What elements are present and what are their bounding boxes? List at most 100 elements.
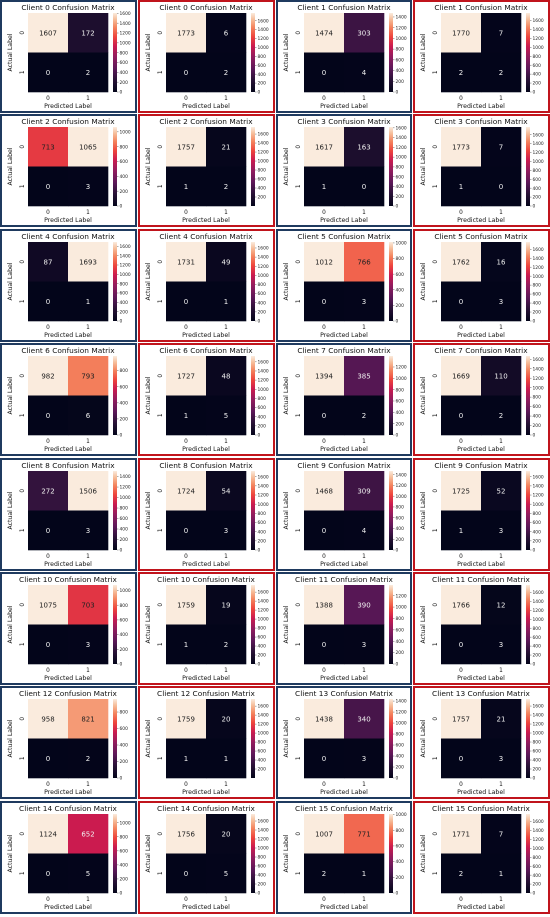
confusion-matrix-panel: Client 3 Confusion Matrix 1773 7 1 0 0 1 0 1 Pred… <box>413 114 550 227</box>
colorbar-tick-label: 400 <box>120 70 129 76</box>
colorbar-tick-label: 1000 <box>258 273 269 279</box>
x-tick-label: 0 <box>459 439 463 445</box>
cell-value-label: 1771 <box>452 830 470 838</box>
x-tick-label: 1 <box>224 897 228 903</box>
colorbar-tick-label: 1200 <box>533 150 544 156</box>
heatmap-cell <box>304 127 345 167</box>
cell-value-label: 1065 <box>79 143 97 151</box>
cell-value-label: 958 <box>41 715 54 723</box>
colorbar-tick-label: 400 <box>533 758 542 764</box>
heatmap-cell <box>206 853 247 894</box>
cell-value-label: 1757 <box>452 715 470 723</box>
heatmap-cell <box>28 127 69 167</box>
heatmap-cell <box>68 853 109 894</box>
cell-value-label: 5 <box>224 412 228 420</box>
cell-value-label: 5 <box>86 870 90 878</box>
colorbar-tick-label: 400 <box>120 743 129 749</box>
cell-value-label: 3 <box>362 298 366 306</box>
heatmap-cell <box>481 127 522 167</box>
colorbar-tick-label: 800 <box>533 855 542 861</box>
colorbar-tick-label: 1000 <box>533 45 544 51</box>
colorbar <box>526 127 530 206</box>
colorbar-tick-label: 400 <box>396 859 405 865</box>
y-axis-label: Actual Label <box>145 147 152 185</box>
colorbar-tick-label: 200 <box>120 417 129 423</box>
colorbar-tick-label: 1400 <box>258 369 269 375</box>
cell-value-label: 1124 <box>39 830 57 838</box>
colorbar-tick-label: 200 <box>120 537 129 543</box>
colorbar-tick-label: 1600 <box>396 125 407 131</box>
y-axis-label: Actual Label <box>145 491 152 529</box>
y-axis-label: Actual Label <box>145 262 152 300</box>
cell-value-label: 1012 <box>315 258 333 266</box>
colorbar-tick-label: 1600 <box>533 704 544 710</box>
confusion-matrix-panel: Client 6 Confusion Matrix 1727 48 1 5 0 1 0 1 Pre… <box>138 343 275 456</box>
x-tick-label: 0 <box>322 96 326 102</box>
colorbar-tick-label: 400 <box>533 301 542 307</box>
colorbar-tick-label: 800 <box>396 165 405 171</box>
colorbar-tick-label: 0 <box>120 891 123 897</box>
colorbar-tick-label: 600 <box>258 864 267 870</box>
cell-value-label: 1388 <box>315 601 333 609</box>
colorbar-tick-label: 1200 <box>258 36 269 42</box>
heatmap-cell <box>28 585 69 625</box>
cell-value-label: 1757 <box>177 143 195 151</box>
colorbar-tick-label: 400 <box>120 632 129 638</box>
colorbar-tick-label: 600 <box>533 404 542 410</box>
cell-value-label: 0 <box>46 412 50 420</box>
confusion-matrix-panel: Client 2 Confusion Matrix 1757 21 1 2 0 1 0 1 Pre… <box>138 114 275 227</box>
chart-title: Client 0 Confusion Matrix <box>159 3 253 12</box>
cell-value-label: 1756 <box>177 830 195 838</box>
colorbar-tick-label: 1000 <box>120 495 131 501</box>
colorbar-tick-label: 0 <box>533 319 536 325</box>
heatmap-cell <box>28 471 69 511</box>
colorbar-tick-label: 1000 <box>396 721 407 727</box>
cell-value-label: 87 <box>44 258 53 266</box>
colorbar-tick-label: 400 <box>258 529 267 535</box>
y-tick-label: 1 <box>296 642 302 646</box>
x-axis-label: Predicted Label <box>320 332 368 339</box>
heatmap-cell <box>441 395 482 436</box>
y-axis-label: Actual Label <box>283 605 290 643</box>
heatmap-cell <box>441 585 482 625</box>
colorbar-tick-label: 800 <box>396 505 405 511</box>
heatmap-cell <box>304 356 345 396</box>
cell-value-label: 20 <box>222 715 231 723</box>
confusion-matrix-panel: Client 15 Confusion Matrix 1007 771 2 1 0 1 0 1 P… <box>276 801 412 914</box>
cell-value-label: 3 <box>499 641 503 649</box>
heatmap-cell <box>166 814 207 854</box>
cell-value-label: 1 <box>459 527 463 535</box>
colorbar-tick-label: 600 <box>396 844 405 850</box>
colorbar-tick-label: 1400 <box>258 27 269 33</box>
heatmap-cell <box>206 356 247 396</box>
heatmap-cell <box>68 52 109 93</box>
heatmap-cell <box>344 585 385 625</box>
heatmap-cell <box>28 13 69 53</box>
colorbar-tick-label: 200 <box>258 882 267 888</box>
x-axis-label: Predicted Label <box>182 332 230 339</box>
confusion-matrix-panel: Client 6 Confusion Matrix 982 793 0 6 0 1 0 1 Pre… <box>0 343 137 456</box>
colorbar-tick-label: 1400 <box>533 27 544 33</box>
heatmap-cell <box>68 356 109 396</box>
x-tick-label: 1 <box>86 325 90 331</box>
colorbar-tick-label: 400 <box>258 300 267 306</box>
colorbar-tick-label: 0 <box>258 891 261 897</box>
heatmap-cell <box>481 624 522 665</box>
colorbar-tick-label: 400 <box>396 639 405 645</box>
colorbar-tick-label: 0 <box>396 891 399 897</box>
y-tick-label: 0 <box>296 260 302 264</box>
colorbar-tick-label: 200 <box>533 423 542 429</box>
y-tick-label: 0 <box>433 31 439 35</box>
x-axis-label: Predicted Label <box>182 675 230 682</box>
colorbar-tick-label: 0 <box>396 548 399 554</box>
colorbar-tick-label: 1000 <box>396 155 407 161</box>
x-tick-label: 1 <box>499 210 503 216</box>
colorbar-tick-label: 1000 <box>258 846 269 852</box>
chart-title: Client 14 Confusion Matrix <box>19 804 118 813</box>
confusion-matrix-panel: Client 12 Confusion Matrix 1759 20 1 1 0 1 0 1 Pr… <box>138 686 275 799</box>
chart-title: Client 8 Confusion Matrix <box>21 461 115 470</box>
